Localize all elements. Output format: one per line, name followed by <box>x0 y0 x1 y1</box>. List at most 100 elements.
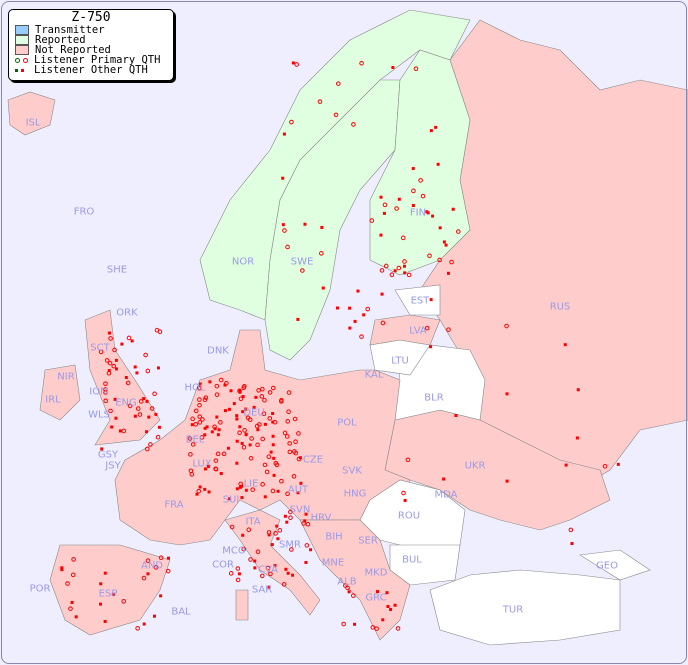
listener-primary-qth-marker <box>374 626 379 631</box>
listener-primary-qth-marker <box>189 472 195 477</box>
country-label-lie: LIE <box>243 478 259 490</box>
listener-primary-qth-marker <box>296 431 301 436</box>
country-label-ork: ORK <box>116 307 138 319</box>
listener-primary-qth-marker <box>262 397 267 403</box>
listener-primary-qth-marker <box>268 571 273 577</box>
listener-primary-qth-marker <box>196 488 202 494</box>
listener-other-qth-marker <box>391 65 395 69</box>
listener-primary-qth-marker <box>420 193 426 199</box>
listener-primary-qth-marker <box>127 403 133 409</box>
listener-primary-qth-marker <box>285 244 290 250</box>
listener-primary-qth-marker <box>71 557 76 562</box>
other-qth-icon <box>15 68 29 72</box>
listener-primary-qth-marker <box>248 455 254 461</box>
listener-other-qth-marker <box>142 622 146 626</box>
listener-primary-qth-marker <box>394 206 399 211</box>
listener-other-qth-marker <box>235 487 239 491</box>
listener-primary-qth-marker <box>402 259 407 264</box>
listener-other-qth-marker <box>283 514 287 518</box>
listener-primary-qth-marker <box>190 416 195 422</box>
listener-other-qth-marker <box>203 426 207 430</box>
country-label-eng: ENG <box>115 397 137 409</box>
listener-other-qth-marker <box>393 269 397 273</box>
country-label-kal: KAL <box>364 369 384 381</box>
listener-primary-qth-marker <box>369 218 375 223</box>
listener-primary-qth-marker <box>104 358 110 363</box>
country-label-tur: TUR <box>502 604 524 616</box>
listener-other-qth-marker <box>74 615 78 619</box>
listener-other-qth-marker <box>235 461 239 465</box>
listener-other-qth-marker <box>397 197 401 201</box>
listener-other-qth-marker <box>429 345 433 349</box>
listener-primary-qth-marker <box>370 625 376 630</box>
listener-primary-qth-marker <box>218 420 223 425</box>
listener-primary-qth-marker <box>300 268 305 273</box>
listener-primary-qth-marker <box>286 409 291 415</box>
country-label-blr: BLR <box>424 392 444 404</box>
listener-primary-qth-marker <box>383 263 389 269</box>
country-label-mkd: MKD <box>364 567 388 579</box>
listener-other-qth-marker <box>381 618 385 622</box>
listener-other-qth-marker <box>273 564 277 568</box>
listener-primary-qth-marker <box>143 352 148 358</box>
country-label-fro: FRO <box>73 206 95 218</box>
listener-other-qth-marker <box>393 603 397 607</box>
listener-primary-qth-marker <box>137 412 143 417</box>
listener-primary-qth-marker <box>255 549 261 555</box>
listener-other-qth-marker <box>217 428 221 432</box>
listener-primary-qth-marker <box>292 416 298 422</box>
listener-other-qth-marker <box>226 446 230 450</box>
listener-other-qth-marker <box>130 339 134 343</box>
country-label-cva: CVA <box>257 564 279 576</box>
listener-primary-qth-marker <box>446 327 451 332</box>
listener-other-qth-marker <box>203 467 207 471</box>
listener-primary-qth-marker <box>197 402 202 408</box>
listener-other-qth-marker <box>284 567 288 571</box>
listener-other-qth-marker <box>154 412 158 416</box>
country-label-nor: NOR <box>231 256 255 268</box>
listener-other-qth-marker <box>229 389 233 393</box>
country-label-smr: SMR <box>279 539 301 551</box>
listener-other-qth-marker <box>382 211 386 215</box>
listener-other-qth-marker <box>286 571 290 575</box>
listener-primary-qth-marker <box>103 381 108 386</box>
listener-primary-qth-marker <box>292 449 297 454</box>
listener-primary-qth-marker <box>112 347 117 353</box>
listener-other-qth-marker <box>303 222 307 226</box>
listener-primary-qth-marker <box>273 531 278 536</box>
listener-other-qth-marker <box>575 436 579 440</box>
country-geo <box>579 549 651 581</box>
country-label-nir: NIR <box>57 371 75 383</box>
listener-other-qth-marker <box>215 415 219 419</box>
listener-other-qth-marker <box>386 604 390 608</box>
country-bul <box>389 544 461 586</box>
listener-primary-qth-marker <box>214 383 220 389</box>
listener-primary-qth-marker <box>260 482 265 487</box>
country-label-grc: GRC <box>365 592 387 604</box>
listener-other-qth-marker <box>113 397 117 401</box>
listener-other-qth-marker <box>403 498 407 502</box>
listener-other-qth-marker <box>426 211 430 215</box>
listener-primary-qth-marker <box>138 399 144 404</box>
listener-other-qth-marker <box>379 195 383 199</box>
listener-primary-qth-marker <box>221 451 227 457</box>
listener-other-qth-marker <box>159 594 163 598</box>
country-nor <box>199 9 471 321</box>
listener-other-qth-marker <box>296 491 300 495</box>
listener-primary-qth-marker <box>413 66 419 72</box>
listener-other-qth-marker <box>356 289 360 293</box>
listener-other-qth-marker <box>451 207 455 211</box>
country-label-mco: MCO <box>222 545 246 557</box>
listener-primary-qth-marker <box>187 436 193 441</box>
listener-primary-qth-marker <box>126 335 132 341</box>
listener-other-qth-marker <box>380 292 384 296</box>
listener-primary-qth-marker <box>380 320 386 326</box>
listener-primary-qth-marker <box>108 336 113 341</box>
listener-other-qth-marker <box>166 556 170 560</box>
listener-other-qth-marker <box>282 132 286 136</box>
listener-other-qth-marker <box>379 233 383 237</box>
listener-other-qth-marker <box>299 481 303 485</box>
not-reported-swatch <box>15 45 29 55</box>
listener-primary-qth-marker <box>153 565 159 570</box>
country-label-irl: IRL <box>45 394 61 406</box>
